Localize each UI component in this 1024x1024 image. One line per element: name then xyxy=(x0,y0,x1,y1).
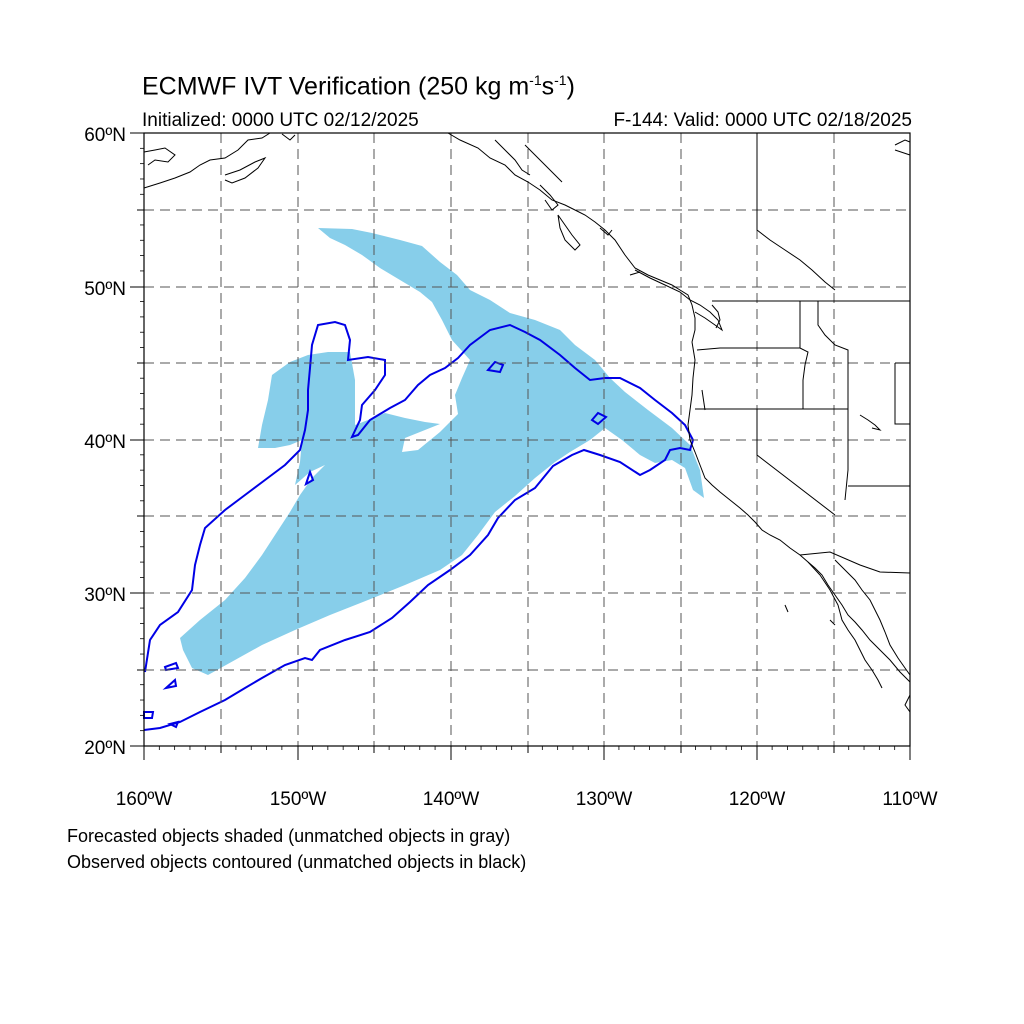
forecast-ivt-object xyxy=(180,228,704,675)
observed-small-contour xyxy=(590,411,608,426)
observed-small-contour xyxy=(167,720,180,729)
lat-label-30: 30ºN xyxy=(84,585,126,606)
lon-label-110w: 110ºW xyxy=(882,789,937,810)
lon-label-120w: 120ºW xyxy=(729,789,786,810)
lat-label-60: 60ºN xyxy=(84,125,126,146)
lat-label-20: 20ºN xyxy=(84,738,126,759)
legend-forecast-note: Forecasted objects shaded (unmatched obj… xyxy=(67,826,511,846)
observed-small-contour xyxy=(163,661,180,672)
observed-small-contour xyxy=(304,469,315,487)
observed-small-contour xyxy=(486,360,505,374)
lon-label-130w: 130ºW xyxy=(576,789,633,810)
graticule xyxy=(144,133,910,746)
map-title: ECMWF IVT Verification (250 kg m-1s-1) xyxy=(142,72,575,101)
valid-time: F-144: Valid: 0000 UTC 02/18/2025 xyxy=(613,110,912,131)
lat-label-40: 40ºN xyxy=(84,432,126,453)
lat-label-50: 50ºN xyxy=(84,279,126,300)
observed-small-contour xyxy=(143,711,155,719)
minor-ticks xyxy=(140,147,896,750)
lon-label-160w: 160ºW xyxy=(116,789,173,810)
initialized-time: Initialized: 0000 UTC 02/12/2025 xyxy=(142,110,419,131)
observed-ivt-contour xyxy=(143,320,695,731)
lon-label-150w: 150ºW xyxy=(270,789,327,810)
lon-label-140w: 140ºW xyxy=(423,789,480,810)
legend-observed-note: Observed objects contoured (unmatched ob… xyxy=(67,852,527,872)
observed-small-contour xyxy=(162,678,178,690)
axis-ticks xyxy=(130,132,911,760)
coastlines xyxy=(143,132,911,713)
